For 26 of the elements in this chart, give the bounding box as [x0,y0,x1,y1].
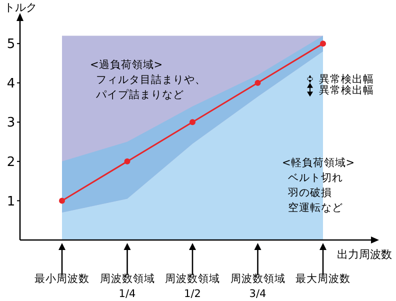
annotation: フィルタ目詰まりや、 [96,73,206,86]
y-tick-label: 4 [6,76,16,92]
x-tick-label: 周波数領域 1/2 [165,272,220,300]
y-tick-label: 2 [6,154,16,170]
point [320,40,326,47]
x-tick-label: 周波数領域 1/4 [100,272,155,300]
annotation: <過負荷領域> [90,58,163,71]
point [254,80,261,86]
annotation: <軽負荷領域> [282,156,355,169]
y-tick-label: 1 [6,194,16,210]
annotation: パイプ詰まりなど [95,88,184,101]
x-tick-label: 周波数領域 3/4 [230,272,286,300]
annotation: 羽の破損 [288,186,332,199]
y-tick-label: 5 [6,37,16,52]
x-tick-label: 最小周波数 [34,272,90,285]
annotation: 空運転など [288,201,343,214]
annotation: 異常検出幅 [319,72,374,86]
x-axis-title: 出力周波数 [337,248,392,261]
annotation: ベルト切れ [288,171,343,184]
point [59,198,65,204]
point [190,119,196,126]
y-axis-title: トルク [4,1,37,14]
point [124,158,130,164]
annotation: 異常検出幅 [319,83,374,96]
y-tick-label: 3 [6,116,16,131]
x-tick-label: 最大周波数 [296,272,350,285]
